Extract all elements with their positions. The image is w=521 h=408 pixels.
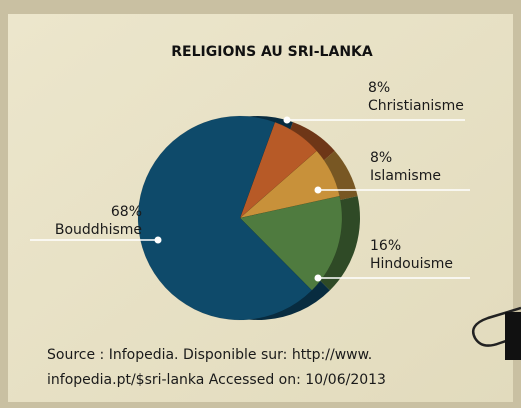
chart: RELIGIONS AU SRI-LANKA Source : Infopedi…	[0, 0, 521, 408]
leader-dot	[284, 117, 291, 124]
category-label: Christianisme	[368, 98, 464, 114]
page: {"chart_data": {"type": "pie", "title": …	[0, 0, 521, 408]
category-label: Islamisme	[370, 168, 441, 184]
leader-dot	[315, 187, 322, 194]
value-label: 16%	[370, 238, 401, 254]
source-line: infopedia.pt/$sri-lanka Accessed on: 10/…	[47, 372, 386, 388]
value-label: 8%	[370, 150, 392, 166]
value-label: 8%	[368, 80, 390, 96]
pie	[138, 116, 360, 320]
value-label: 68%	[111, 204, 142, 220]
category-label: Hindouisme	[370, 256, 453, 272]
source-line: Source : Infopedia. Disponible sur: http…	[47, 347, 372, 363]
category-label: Bouddhisme	[55, 222, 142, 238]
leader-dot	[315, 275, 322, 282]
chart-title: RELIGIONS AU SRI-LANKA	[171, 44, 373, 60]
leader-dot	[155, 237, 162, 244]
